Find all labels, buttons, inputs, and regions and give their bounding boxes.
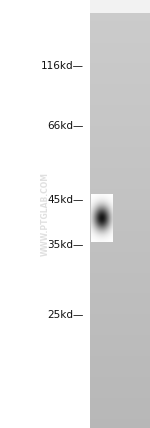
Text: 116kd—: 116kd— xyxy=(41,61,84,71)
Text: 35kd—: 35kd— xyxy=(48,240,84,250)
Text: WWW.PTGLAB.COM: WWW.PTGLAB.COM xyxy=(40,172,50,256)
Text: 66kd—: 66kd— xyxy=(48,121,84,131)
Text: 45kd—: 45kd— xyxy=(48,195,84,205)
Text: 25kd—: 25kd— xyxy=(48,309,84,320)
